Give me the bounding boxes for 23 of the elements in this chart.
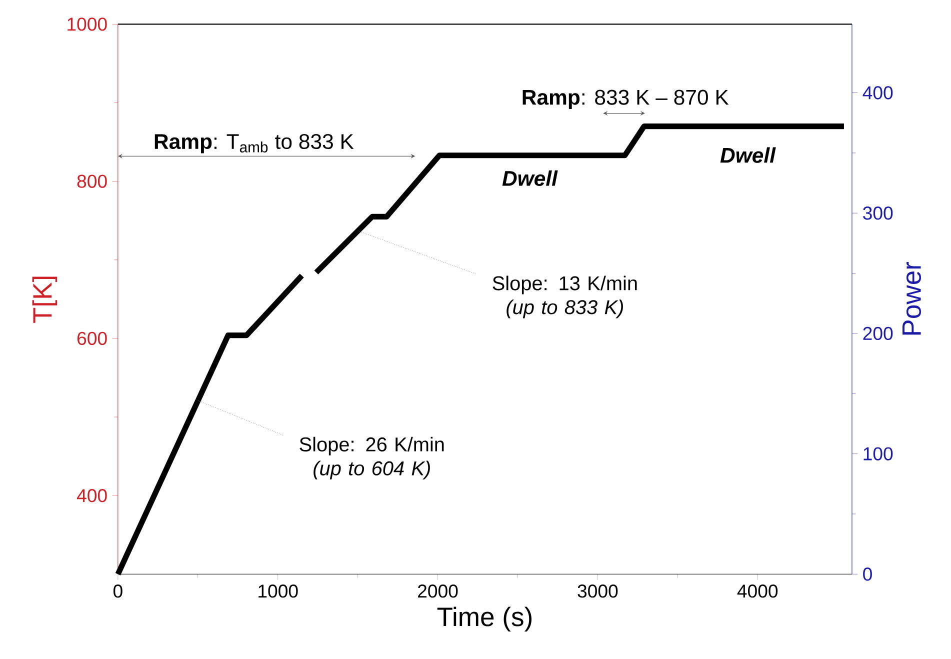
y-tick-label: 400 — [76, 488, 107, 502]
y2-tick-label: 0 — [863, 567, 872, 581]
x-tick-label: 3000 — [578, 584, 618, 598]
y-axis-title: T[K] — [32, 276, 58, 323]
y2-tick-label: 300 — [863, 206, 893, 220]
annotation: Dwell — [720, 147, 776, 163]
x-axis-title: Time (s) — [437, 606, 532, 632]
y-tick-label: 800 — [77, 174, 107, 188]
x-tick-label: 1000 — [258, 584, 298, 598]
y2-tick-label: 400 — [862, 86, 893, 100]
annotation: Slope: 13 K/min (up to 833 K) — [492, 276, 637, 318]
y2-tick-label: 200 — [863, 326, 893, 340]
annotation: Ramp: 833 K – 870 K — [522, 90, 729, 109]
y2-tick-label: 100 — [864, 447, 893, 460]
y-tick-label: 1000 — [68, 18, 107, 31]
x-tick-label: 4000 — [737, 584, 778, 598]
x-tick-label: 0 — [113, 584, 122, 598]
y2-axis-title: Power — [902, 262, 922, 335]
annotation: Ramp: T$_{amb}$ to 833 K — [154, 134, 354, 154]
x-tick-label: 2000 — [418, 584, 458, 598]
y-tick-label: 600 — [77, 332, 107, 345]
annotation: Dwell — [502, 170, 558, 186]
annotation: Slope: 26 K/min (up to 604 K) — [300, 436, 444, 480]
